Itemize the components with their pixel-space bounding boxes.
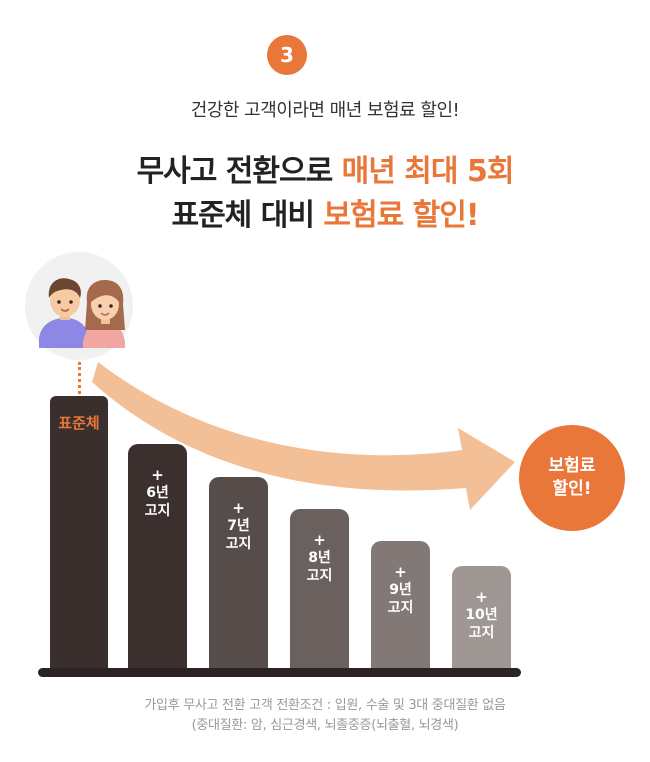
subtitle: 건강한 고객이라면 매년 보험료 할인!: [190, 100, 460, 121]
bar-10-years: + 10년 고지: [452, 566, 511, 668]
headline-line-2-highlight: 보험료 할인!: [323, 198, 479, 233]
step-number-badge: 3: [267, 35, 307, 75]
headline-line-1-highlight: 매년 최대 5회: [341, 154, 515, 189]
bar-years-label: 6년: [146, 485, 169, 501]
plus-sign: +: [475, 588, 488, 606]
plus-sign: +: [313, 531, 326, 549]
discount-badge: 보험료 할인!: [519, 425, 625, 531]
bar-6-years: + 6년 고지: [128, 444, 187, 668]
bar-years-label: 9년: [389, 582, 412, 598]
discount-line-1: 보험료: [548, 456, 596, 476]
chart-baseline: [38, 668, 521, 677]
bar-years-label: 7년: [227, 518, 250, 534]
plus-sign: +: [151, 466, 164, 484]
bar-disclosure-label: 고지: [306, 568, 333, 584]
connector-dotted-line: [78, 362, 81, 394]
bar-9-years: + 9년 고지: [371, 541, 430, 668]
footnote-conditions: 가입후 무사고 전환 고객 전환조건 : 입원, 수술 및 3대 중대질환 없음: [144, 698, 506, 713]
headline-line-1-plain: 무사고 전환으로: [136, 154, 342, 189]
customer-avatar: [25, 252, 133, 360]
bar-years-label: 8년: [308, 550, 331, 566]
footnote-major-diseases: (중대질환: 암, 심근경색, 뇌졸중증(뇌출혈, 뇌경색): [191, 718, 459, 733]
plus-sign: +: [232, 499, 245, 517]
bar-standard: 표준체: [50, 396, 108, 668]
bar-disclosure-label: 고지: [144, 503, 171, 519]
headline-line-1: 무사고 전환으로 매년 최대 5회: [0, 146, 650, 190]
couple-avatar-icon: [39, 278, 125, 348]
plus-sign: +: [394, 563, 407, 581]
bar-8-years: + 8년 고지: [290, 509, 349, 668]
bar-disclosure-label: 고지: [387, 600, 414, 616]
bar-disclosure-label: 고지: [225, 536, 252, 552]
discount-line-2: 할인!: [552, 479, 592, 499]
bar-7-years: + 7년 고지: [209, 477, 268, 668]
headline-line-2: 표준체 대비 보험료 할인!: [0, 190, 650, 234]
bar-disclosure-label: 고지: [468, 625, 495, 641]
bar-standard-label: 표준체: [58, 414, 100, 432]
headline-line-2-plain: 표준체 대비: [171, 198, 324, 233]
bar-years-label: 10년: [465, 607, 498, 623]
